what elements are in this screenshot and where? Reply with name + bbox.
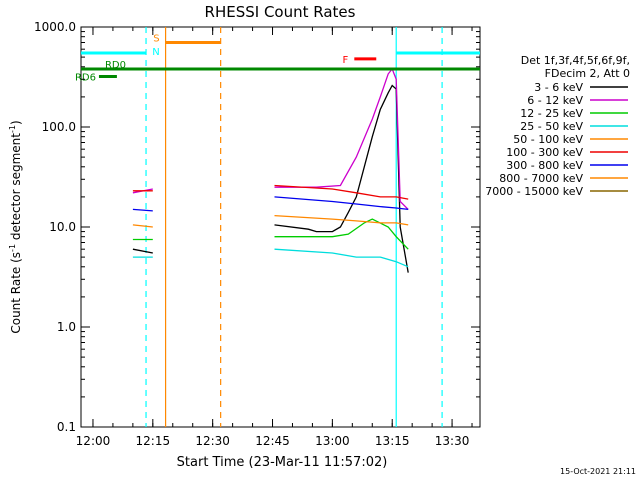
y-tick-label: 100.0 — [42, 120, 76, 134]
y-axis-ticks: 0.1 1.0 10.0 100.0 1000.0 — [34, 20, 480, 434]
y-tick-label: 10.0 — [49, 220, 76, 234]
legend-label: 800 - 7000 keV — [499, 172, 583, 185]
series-line — [274, 214, 409, 226]
series-line — [132, 208, 153, 212]
state-bar-label: RD0 — [105, 60, 126, 71]
state-bar-label: F — [343, 55, 349, 66]
series-line — [274, 248, 409, 268]
y-tick-label: 1000.0 — [34, 20, 76, 34]
series-line — [132, 248, 153, 254]
x-axis-label: Start Time (23-Mar-11 11:57:02) — [177, 455, 388, 470]
plot-frame — [80, 26, 481, 428]
y-tick-label: 0.1 — [57, 420, 76, 434]
legend: Det 1f,3f,4f,5f,6f,9f, FDecim 2, Att 0 3… — [485, 54, 630, 198]
x-tick-label: 13:15 — [375, 434, 410, 448]
x-tick-label: 13:00 — [315, 434, 350, 448]
legend-label: 100 - 300 keV — [506, 146, 583, 159]
series-line — [132, 224, 153, 228]
x-tick-label: 12:30 — [195, 434, 230, 448]
timestamp: 15-Oct-2021 21:11 — [560, 467, 636, 476]
x-tick-label: 13:30 — [435, 434, 470, 448]
legend-header-2: FDecim 2, Att 0 — [545, 67, 630, 80]
legend-label: 7000 - 15000 keV — [485, 185, 583, 198]
y-axis-label: Count Rate (s-1 detector segment-1) — [8, 120, 23, 333]
series-line — [274, 196, 409, 211]
legend-label: 3 - 6 keV — [534, 81, 583, 94]
x-tick-label: 12:00 — [76, 434, 111, 448]
x-tick-label: 12:45 — [255, 434, 290, 448]
state-bar-label: S — [153, 33, 159, 44]
series-line — [274, 67, 409, 210]
state-bar-label: RD6 — [75, 72, 96, 83]
x-axis-ticks: 12:00 12:15 12:30 12:45 13:00 13:15 13:30 — [76, 27, 473, 448]
x-tick-label: 12:15 — [136, 434, 171, 448]
series-line — [274, 84, 409, 273]
data-series-group — [132, 67, 409, 273]
legend-header-1: Det 1f,3f,4f,5f,6f,9f, — [521, 54, 630, 67]
legend-label: 6 - 12 keV — [527, 94, 583, 107]
series-line — [274, 218, 409, 250]
chart-title: RHESSI Count Rates — [205, 3, 356, 21]
legend-label: 25 - 50 keV — [520, 120, 583, 133]
attenuator-bars: NS F RD0 RD6 — [75, 33, 480, 83]
y-tick-label: 1.0 — [57, 320, 76, 334]
legend-label: 12 - 25 keV — [520, 107, 583, 120]
legend-label: 50 - 100 keV — [513, 133, 583, 146]
legend-label: 300 - 800 keV — [506, 159, 583, 172]
state-bar-label: N — [152, 47, 159, 58]
series-line — [274, 184, 409, 200]
